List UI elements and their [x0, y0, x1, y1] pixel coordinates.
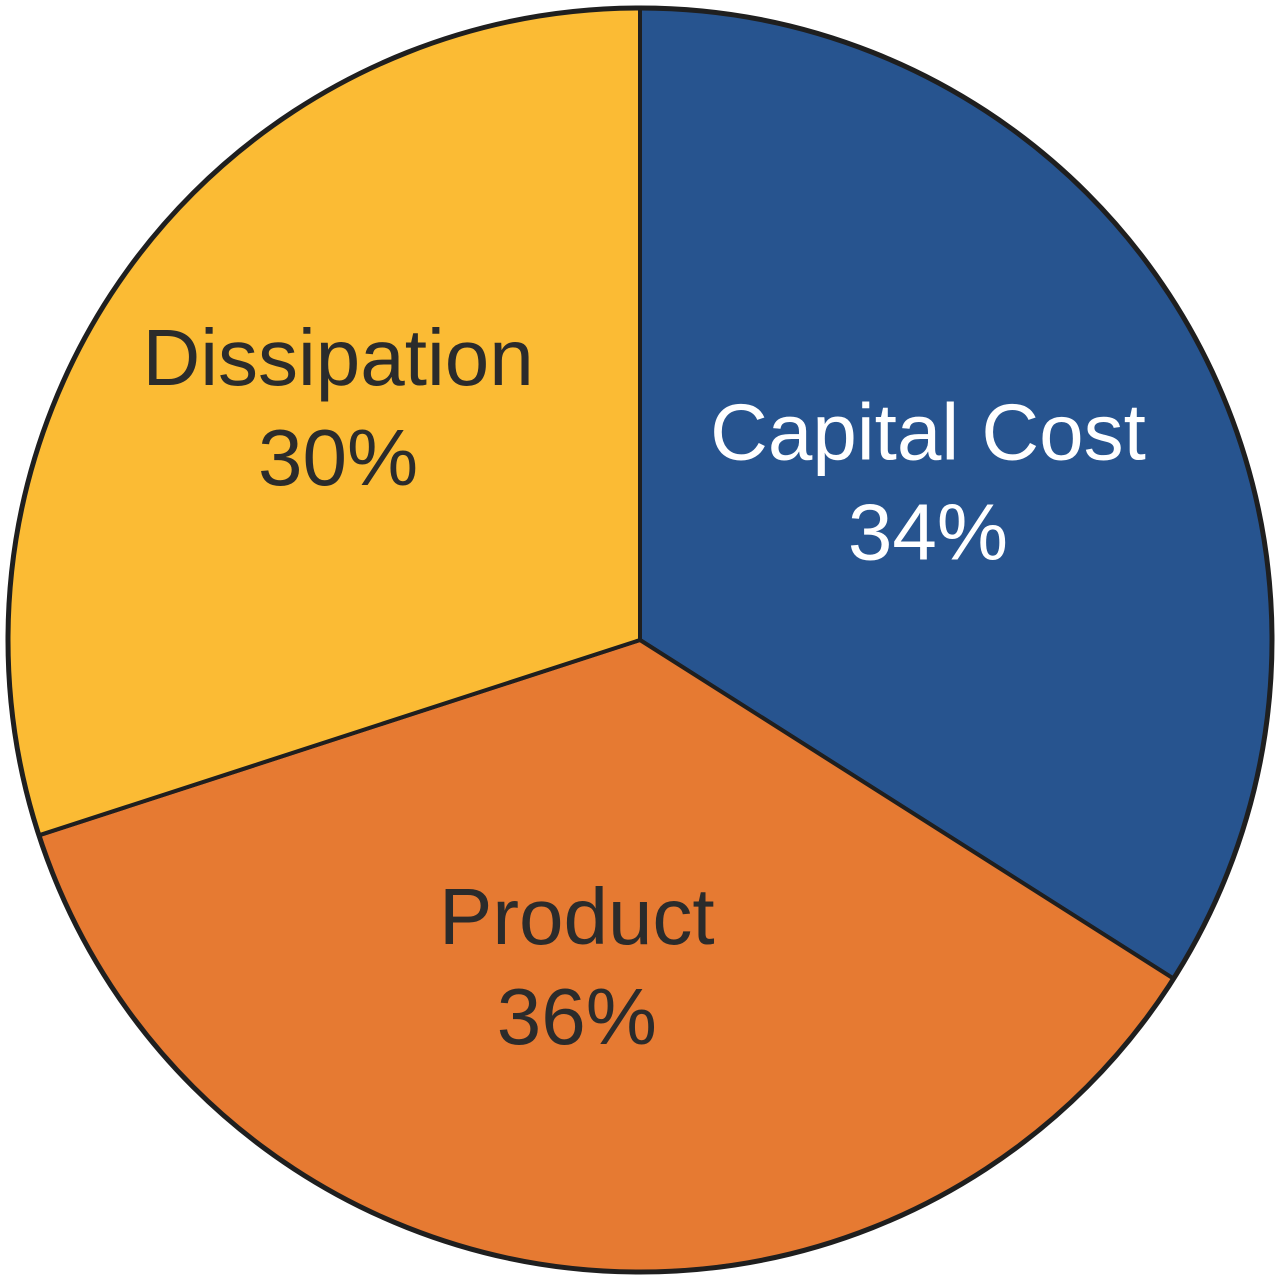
pie-outline	[5, 5, 1275, 1275]
slice-label: Capital Cost	[710, 388, 1146, 477]
slice-value-label: 30%	[258, 413, 418, 502]
pie-slices	[6, 6, 1274, 1274]
slice-label: Product	[439, 872, 715, 961]
slice-label: Dissipation	[142, 313, 533, 402]
slice-value-label: 34%	[848, 488, 1008, 577]
slice-value-label: 36%	[497, 972, 657, 1061]
pie-labels: Capital Cost 34% Product 36% Dissipation 30%	[142, 313, 1145, 1061]
